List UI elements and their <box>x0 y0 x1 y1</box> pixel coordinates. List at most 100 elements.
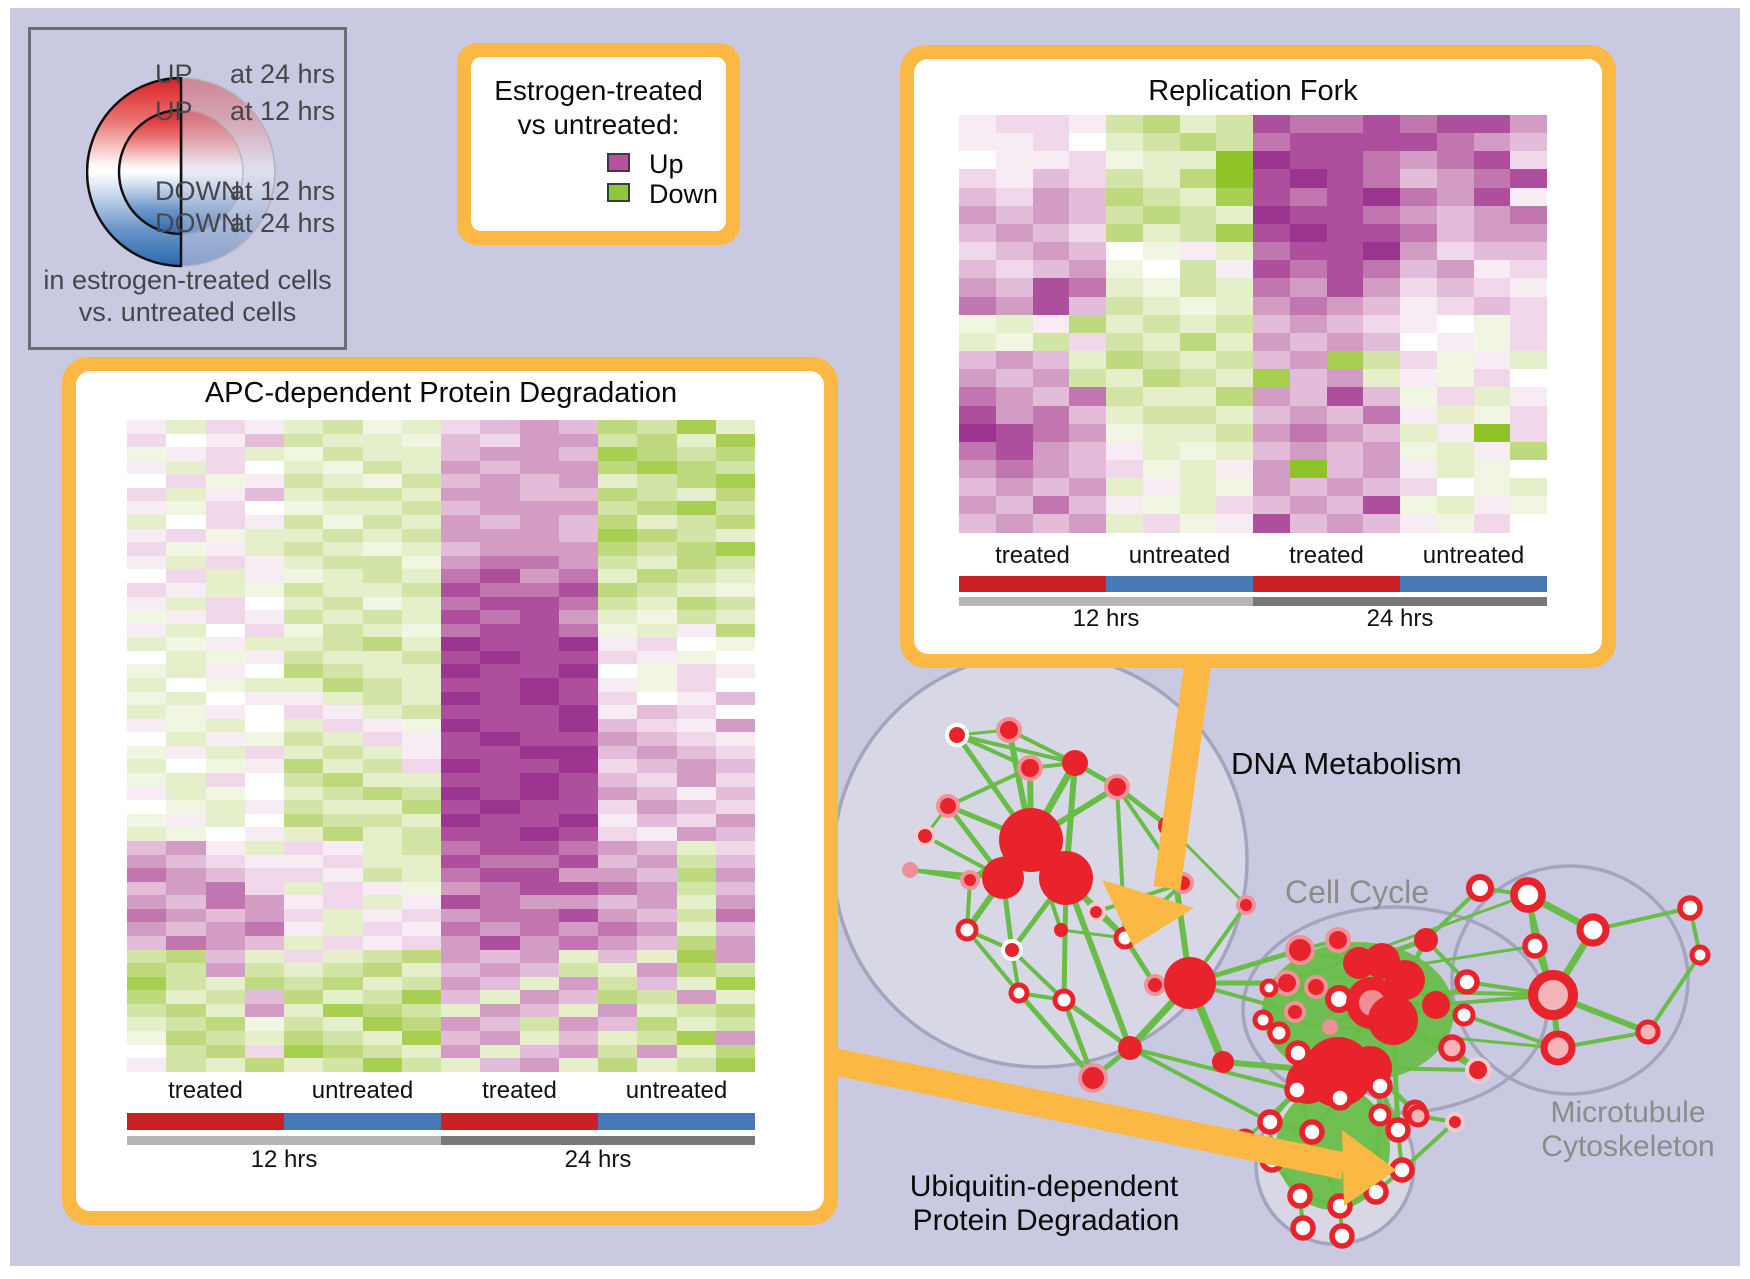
heatmap-cell <box>1510 296 1547 315</box>
heatmap-cell <box>1510 478 1547 497</box>
heatmap-cell <box>362 813 402 828</box>
heatmap-cell <box>362 1031 402 1045</box>
heatmap-cell <box>558 650 598 665</box>
heatmap-cell <box>480 447 520 461</box>
heatmap-cell <box>244 840 284 855</box>
heatmap-cell <box>127 1044 167 1059</box>
heatmap-cell <box>323 677 363 692</box>
heatmap-cell <box>401 582 441 597</box>
heatmap-cell <box>1142 278 1180 297</box>
heatmap-cell <box>166 487 206 502</box>
heatmap-cell <box>480 922 520 936</box>
heatmap-cell <box>1069 514 1106 533</box>
heatmap-cell <box>127 773 167 787</box>
heatmap-cell <box>558 840 598 855</box>
heatmap-cell <box>558 759 598 774</box>
heatmap-cell <box>637 935 677 950</box>
heatmap-cell <box>205 677 245 692</box>
heatmap-cell <box>323 813 363 828</box>
heatmap-cell <box>1216 441 1253 460</box>
heatmap-cell <box>1400 514 1437 533</box>
heatmap-cell <box>284 786 324 801</box>
heatmap-cell <box>244 813 284 828</box>
heatmap-cell <box>166 1031 206 1045</box>
heatmap-cell <box>558 813 598 828</box>
heatmap-cell <box>519 650 559 665</box>
heatmap-cell <box>1253 496 1290 515</box>
time-label-12hrs: 12 hrs <box>250 1146 318 1173</box>
heatmap-cell <box>1032 387 1070 406</box>
heatmap-cell <box>1326 242 1364 261</box>
heatmap-cell <box>1253 423 1290 442</box>
heatmap-cell <box>1363 187 1400 206</box>
heatmap-cell <box>637 732 677 746</box>
heatmap-cell <box>1179 133 1217 152</box>
heatmap-cell <box>959 405 996 424</box>
heatmap-cell <box>558 868 598 882</box>
heatmap-cell <box>519 935 559 950</box>
heatmap-cell <box>995 369 1033 388</box>
heatmap-cell <box>558 908 598 923</box>
heatmap-cell <box>676 515 716 529</box>
heatmap-cell <box>244 922 284 936</box>
heatmap-cell <box>244 650 284 665</box>
heatmap-cell <box>715 854 755 869</box>
heatmap-cell <box>166 596 206 611</box>
heatmap-cell <box>1216 332 1253 352</box>
heatmap-cell <box>441 610 481 624</box>
heatmap-cell <box>362 786 402 801</box>
heatmap-cell <box>558 677 598 692</box>
heatmap-cell <box>1069 242 1106 261</box>
heatmap-cell <box>323 1044 363 1059</box>
heatmap-cell <box>284 949 324 964</box>
heatmap-cell <box>244 677 284 692</box>
heatmap-cell <box>1473 351 1511 370</box>
heatmap-cell <box>676 1017 716 1032</box>
heatmap-cell <box>637 773 677 787</box>
heatmap-cell <box>598 800 638 814</box>
heatmap-cell <box>362 1003 402 1018</box>
network-edge <box>909 868 971 882</box>
heatmap-cell <box>1253 314 1290 333</box>
heatmap-cell <box>1326 351 1364 370</box>
heatmap-cell <box>441 976 481 991</box>
heatmap-cell <box>362 1044 402 1059</box>
heatmap-cell <box>995 314 1033 333</box>
heatmap-cell <box>1400 441 1437 460</box>
heatmap-cell <box>166 1003 206 1018</box>
heatmap-cell <box>284 963 324 977</box>
heatmap-cell <box>558 582 598 597</box>
heatmap-cell <box>1473 332 1511 352</box>
cluster-label-cell-cycle: Cell Cycle <box>1284 874 1430 910</box>
heatmap-cell <box>1253 223 1290 243</box>
group-label-untreated-3: untreated <box>1422 542 1525 569</box>
heatmap-cell <box>715 908 755 923</box>
heatmap-cell <box>284 569 324 583</box>
heatmap-cell <box>558 922 598 936</box>
heatmap-cell <box>1069 151 1106 170</box>
network-node-pink-rim <box>1285 935 1315 965</box>
heatmap-cell <box>1179 351 1217 370</box>
heatmap-cell <box>519 420 559 434</box>
heatmap-cell <box>676 827 716 841</box>
heatmap-cell <box>1289 387 1327 406</box>
network-node-white-ring <box>1368 1103 1392 1127</box>
heatmap-cell <box>558 528 598 543</box>
heatmap-cell <box>244 420 284 434</box>
network-edge <box>1129 1046 1271 1124</box>
heatmap-cell <box>244 528 284 543</box>
heatmap-cell <box>715 990 755 1004</box>
heatmap-cell <box>1289 223 1327 243</box>
heatmap-cell <box>244 447 284 461</box>
heatmap-cell <box>244 582 284 597</box>
heatmap-cell <box>598 895 638 909</box>
network-node-pink-rim <box>1236 895 1256 915</box>
heatmap-cell <box>715 582 755 597</box>
heatmap-cell <box>1253 187 1290 206</box>
heatmap-cell <box>1253 405 1290 424</box>
heatmap-cell <box>441 420 481 434</box>
heatmap-cell <box>401 868 441 882</box>
heatmap-cell <box>480 1017 520 1032</box>
heatmap-cell <box>401 881 441 896</box>
